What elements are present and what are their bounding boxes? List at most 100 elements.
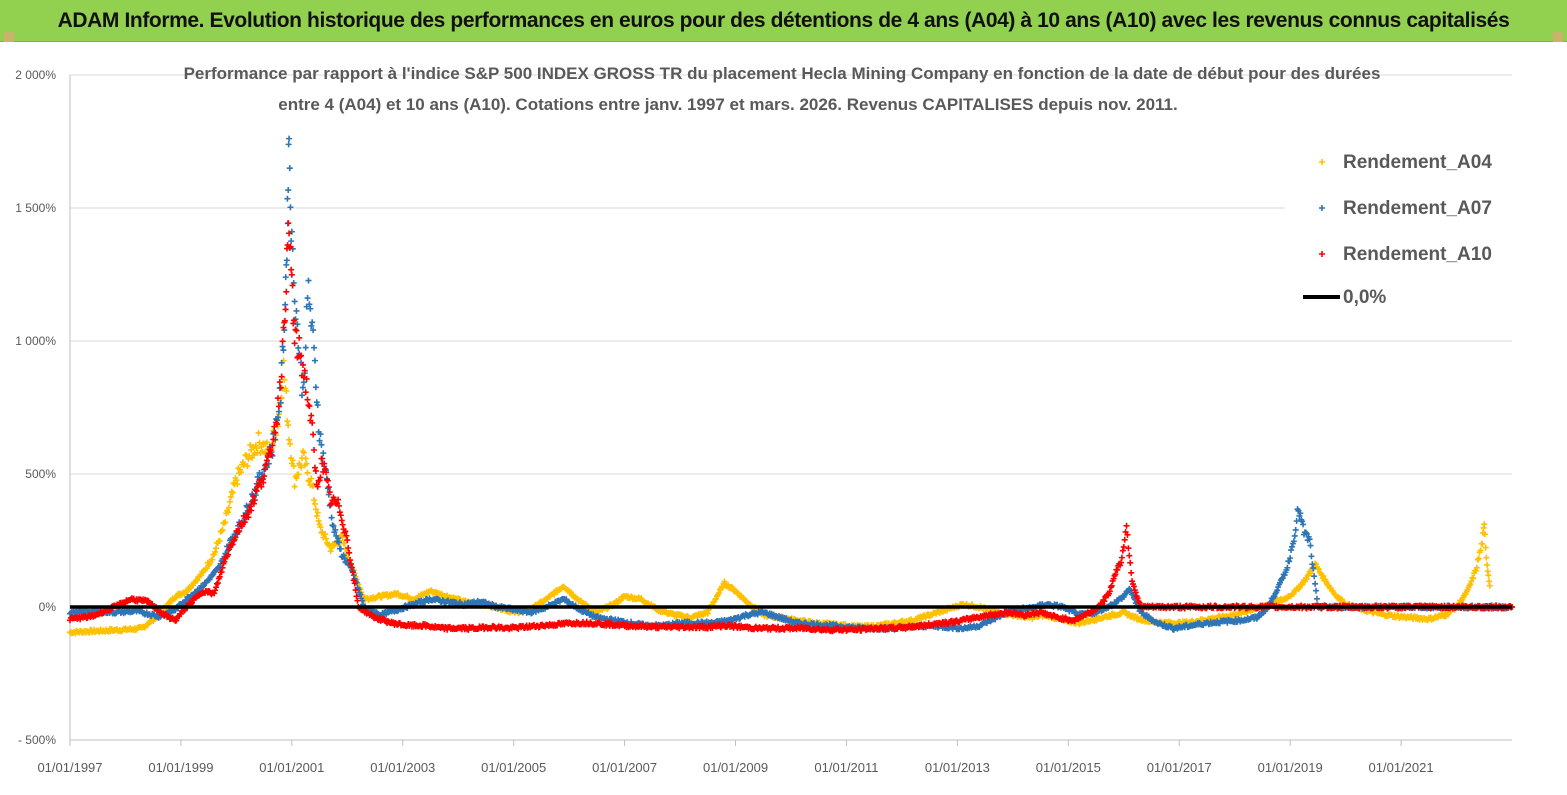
data-point	[1467, 581, 1474, 588]
data-point	[335, 535, 342, 542]
data-point	[318, 441, 325, 448]
data-point	[704, 610, 711, 617]
data-point	[306, 301, 313, 308]
x-tick-label: 01/01/2001	[259, 760, 324, 775]
data-point	[248, 446, 255, 453]
data-point	[252, 442, 259, 449]
data-point	[314, 509, 321, 516]
data-point	[200, 583, 207, 590]
data-point	[286, 165, 293, 172]
y-tick-label: 0%	[39, 600, 57, 614]
data-point	[328, 545, 335, 552]
data-point	[300, 449, 307, 456]
data-point	[227, 493, 234, 500]
data-point	[294, 321, 301, 328]
data-point	[1320, 573, 1327, 580]
data-point	[308, 475, 315, 482]
data-point	[307, 305, 314, 312]
data-point	[335, 539, 342, 546]
x-tick-label: 01/01/1997	[37, 760, 102, 775]
data-point	[234, 481, 241, 488]
data-point	[290, 463, 297, 470]
data-point	[1477, 547, 1484, 554]
data-point	[339, 534, 346, 541]
data-point	[1473, 564, 1480, 571]
data-point	[1475, 555, 1482, 562]
y-tick-label: 500%	[25, 467, 56, 481]
data-point	[216, 537, 223, 544]
data-point	[254, 473, 261, 480]
y-tick-label: 1 500%	[15, 201, 56, 215]
data-point	[283, 257, 290, 264]
data-point	[322, 531, 329, 538]
data-point	[378, 594, 385, 601]
data-point	[317, 524, 324, 531]
legend-label: 0,0%	[1343, 287, 1386, 308]
x-tick-label: 01/01/2017	[1147, 760, 1212, 775]
data-point	[308, 322, 315, 329]
corner-mark-top-left	[4, 32, 14, 42]
data-point	[212, 548, 219, 555]
data-point	[313, 399, 320, 406]
data-point	[304, 295, 311, 302]
data-point	[329, 522, 336, 529]
data-point	[282, 274, 289, 281]
data-point	[244, 463, 251, 470]
legend-item: Rendement_A04	[1319, 152, 1492, 173]
x-tick-label: 01/01/2003	[370, 760, 435, 775]
data-point	[1472, 567, 1479, 574]
data-point	[289, 457, 296, 464]
data-point	[233, 477, 240, 484]
data-point	[293, 475, 300, 482]
data-point	[313, 513, 320, 520]
data-point	[563, 596, 570, 603]
x-tick-label: 01/01/2007	[592, 760, 657, 775]
data-point	[286, 135, 293, 142]
data-point	[1290, 590, 1297, 597]
data-point	[310, 327, 317, 334]
data-point	[198, 572, 205, 579]
data-point	[314, 402, 321, 409]
y-tick-label: 1 000%	[15, 334, 56, 348]
legend-label: Rendement_A10	[1343, 244, 1492, 265]
y-axis: 2 000% 1 500% 1 000% 500% 0% - 500%	[15, 68, 71, 747]
legend-label: Rendement_A04	[1343, 152, 1492, 173]
data-point	[1481, 531, 1488, 538]
data-point	[288, 238, 295, 245]
data-point	[332, 526, 339, 533]
data-point	[303, 460, 310, 467]
x-tick-label: 01/01/2019	[1258, 760, 1323, 775]
data-point	[226, 498, 233, 505]
corner-mark-top-right	[1553, 32, 1563, 42]
data-point	[1486, 582, 1493, 589]
data-point	[245, 456, 252, 463]
data-point	[721, 578, 728, 585]
data-point	[317, 431, 324, 438]
y-tick-label: - 500%	[18, 733, 56, 747]
data-point	[275, 408, 282, 415]
data-point	[304, 469, 311, 476]
data-point	[222, 519, 229, 526]
x-tick-label: 01/01/2021	[1369, 760, 1434, 775]
header-band	[0, 0, 1567, 42]
data-point	[238, 469, 245, 476]
legend-item: Rendement_A07	[1319, 198, 1492, 219]
data-point	[213, 545, 220, 552]
data-point	[305, 277, 312, 284]
data-point	[291, 483, 298, 490]
data-point	[310, 482, 317, 489]
data-point	[1315, 566, 1322, 573]
data-point	[357, 591, 364, 598]
data-point	[278, 359, 285, 366]
data-point	[323, 535, 330, 542]
chart-area: 2 000% 1 500% 1 000% 500% 0% - 500% 01/01/199…	[0, 42, 1567, 790]
data-point	[274, 414, 281, 421]
data-point	[293, 307, 300, 314]
data-point	[311, 344, 318, 351]
data-point	[320, 450, 327, 457]
data-point	[1482, 544, 1489, 551]
data-point	[312, 506, 319, 513]
data-point	[269, 452, 276, 459]
data-point	[255, 429, 262, 436]
y-tick-label: 2 000%	[15, 68, 56, 82]
